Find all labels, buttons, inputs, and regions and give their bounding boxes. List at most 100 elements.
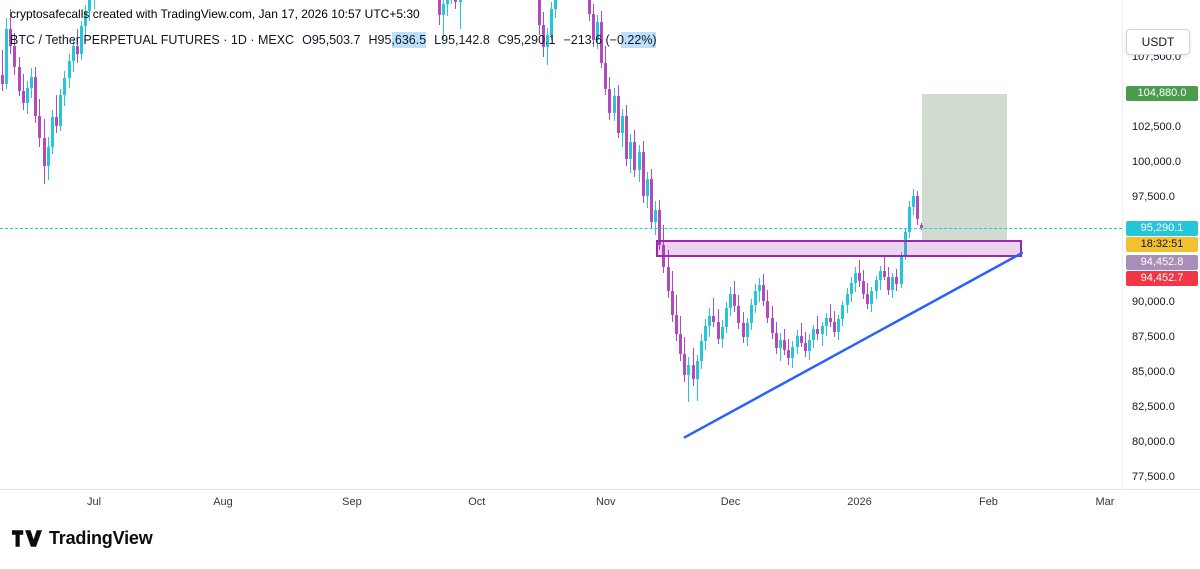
candle-wick <box>447 0 449 17</box>
time-axis[interactable]: Jul Aug Sep Oct Nov Dec 2026 Feb Mar <box>0 489 1200 516</box>
resistance-zone-rect[interactable] <box>655 239 1022 258</box>
candle-body <box>737 306 741 324</box>
candle-body <box>21 90 25 104</box>
price-badge-target: 104,880.0 <box>1126 86 1198 102</box>
candle-body <box>878 271 882 280</box>
candle-body <box>595 21 599 41</box>
candle-body <box>600 21 604 63</box>
countdown-badge: 18:32:51 <box>1126 236 1198 252</box>
candle-body <box>67 61 71 78</box>
candle-body <box>803 342 807 352</box>
candle-wick <box>56 94 58 133</box>
candle-body <box>808 339 812 352</box>
candle-body <box>75 45 79 55</box>
candle-body <box>658 209 662 245</box>
candle-body <box>753 290 757 305</box>
candle-body <box>758 285 762 291</box>
time-tick-label: 2026 <box>847 496 872 508</box>
candle-body <box>679 334 683 354</box>
candle-body <box>587 0 591 14</box>
candle-body <box>907 206 911 233</box>
target-projection-box[interactable] <box>921 93 1008 240</box>
price-tick-label: 85,000.0 <box>1132 365 1175 378</box>
candle-body <box>749 304 753 324</box>
candle-body <box>899 254 903 284</box>
candle-body <box>30 76 34 88</box>
candle-body <box>616 96 620 133</box>
candle-body <box>820 325 824 335</box>
candle-body <box>608 89 612 114</box>
currency-toggle-button[interactable]: USDT <box>1126 29 1190 55</box>
candle-body <box>458 0 462 3</box>
time-tick-label: Mar <box>1095 496 1115 508</box>
candle-body <box>874 279 878 291</box>
candle-body <box>687 365 691 375</box>
candle-wick <box>93 0 95 10</box>
candle-body <box>816 328 820 335</box>
candle-wick <box>442 0 444 39</box>
candle-body <box>791 346 795 359</box>
attribution-text: cryptosafecalls created with TradingView… <box>10 7 420 21</box>
candle-wick <box>451 0 453 4</box>
candle-body <box>437 0 441 15</box>
candle-body <box>778 339 782 349</box>
price-tick-label: 80,000.0 <box>1132 435 1175 448</box>
candle-body <box>712 316 716 322</box>
candle-wick <box>829 303 831 328</box>
candle-body <box>63 78 67 95</box>
candle-body <box>441 3 445 15</box>
candle-body <box>9 28 13 46</box>
candle-body <box>446 0 450 4</box>
selection-highlight <box>620 32 656 48</box>
candle-body <box>674 314 678 335</box>
candle-body <box>795 335 799 347</box>
candle-body <box>537 0 541 25</box>
price-tick-label: 102,500.0 <box>1132 120 1181 133</box>
candle-body <box>683 353 687 375</box>
symbol-title[interactable]: BTC / Tether PERPETUAL FUTURES · 1D · ME… <box>10 33 295 47</box>
candle-body <box>716 321 720 339</box>
candle-body <box>42 138 46 167</box>
candle-body <box>637 152 641 171</box>
price-tick-label: 100,000.0 <box>1132 155 1181 168</box>
candle-wick <box>688 356 690 402</box>
candle-body <box>645 178 649 196</box>
price-tick-label: 90,000.0 <box>1132 295 1175 308</box>
tradingview-logo-text[interactable]: TradingView <box>49 528 153 548</box>
candle-body <box>591 13 595 41</box>
candle-body <box>895 276 899 284</box>
last-price-line <box>0 228 1122 230</box>
candle-body <box>625 115 629 160</box>
symbol-legend: BTC / Tether PERPETUAL FUTURES · 1D · ME… <box>10 33 657 47</box>
candle-body <box>774 332 778 349</box>
candle-body <box>0 75 4 84</box>
candle-body <box>729 293 733 308</box>
candle-body <box>799 335 803 343</box>
chart-pane[interactable]: cryptosafecalls created with TradingView… <box>0 0 1122 489</box>
candle-body <box>733 293 737 307</box>
price-tick-label: 97,500.0 <box>1132 190 1175 203</box>
candle-body <box>88 0 92 11</box>
time-tick-label: Nov <box>595 496 616 508</box>
candle-body <box>741 323 745 338</box>
candle-body <box>34 76 38 116</box>
candle-body <box>71 45 75 62</box>
candle-body <box>649 178 653 223</box>
candle-body <box>849 282 853 294</box>
price-tick-label: 77,500.0 <box>1132 470 1175 483</box>
price-badge-stop: 94,452.7 <box>1126 270 1198 286</box>
candle-body <box>80 26 84 55</box>
candle-body <box>670 290 674 315</box>
candle-body <box>857 272 861 282</box>
candle-wick <box>459 0 461 29</box>
candle-body <box>912 195 916 207</box>
time-tick-label: Jul <box>86 496 102 508</box>
time-tick-label: Sep <box>342 496 362 508</box>
candle-body <box>38 115 42 139</box>
selection-highlight <box>392 32 426 48</box>
candle-body <box>17 66 21 91</box>
candle-body <box>833 321 837 332</box>
price-badge-last: 95,290.1 <box>1126 220 1198 236</box>
tradingview-logo-icon[interactable] <box>12 530 42 547</box>
price-axis[interactable]: 107,500.0 102,500.0 100,000.0 97,500.0 90,00… <box>1122 0 1200 489</box>
